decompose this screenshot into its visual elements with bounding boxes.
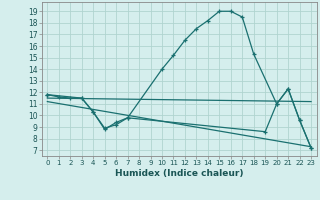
X-axis label: Humidex (Indice chaleur): Humidex (Indice chaleur) xyxy=(115,169,244,178)
